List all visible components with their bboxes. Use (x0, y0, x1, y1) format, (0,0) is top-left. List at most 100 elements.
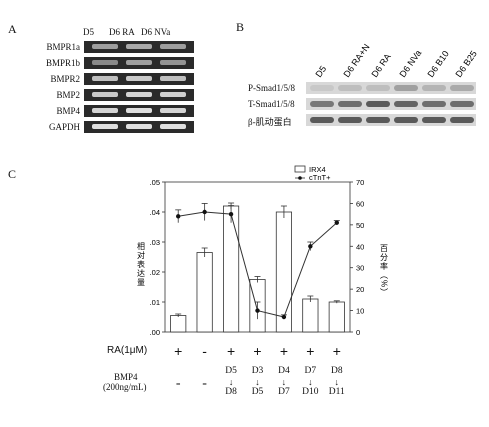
bmp4-arrow: ↓ (308, 377, 313, 387)
ra-sign: + (332, 343, 341, 359)
panel-a-blot: BMPR1a BMPR1b BMPR2 BMP2 BMP4 GAPDH (28, 41, 198, 141)
panel-a-row-label: BMP2 (56, 90, 80, 100)
ctnt-point (308, 244, 313, 249)
bmp4-start: - (175, 376, 181, 391)
lane-label: D6 RA+N (341, 42, 371, 79)
bmp4-arrow: ↓ (255, 377, 260, 387)
lane-label: D6 B25 (453, 49, 478, 79)
ctnt-point (176, 214, 181, 219)
bmp4-arrow: ↓ (281, 377, 287, 387)
left-tick-label: .01 (150, 298, 160, 307)
ra-sign: + (253, 343, 262, 359)
bmp4-start: D5 (225, 366, 237, 376)
ctnt-point (281, 314, 287, 320)
panel-b-row-label: T-Smad1/5/8 (248, 99, 295, 109)
panel-a-row-label: BMPR1a (46, 42, 80, 52)
blot-band (366, 85, 390, 91)
ctnt-point (228, 211, 234, 217)
right-tick-label: 10 (356, 307, 364, 316)
gel-band (160, 44, 186, 49)
bmp4-end: D8 (225, 387, 237, 397)
panel-b-row-label: β-肌动蛋白 (248, 117, 292, 127)
blot-band (338, 117, 362, 123)
ra-signs: + - + + + + + (0, 343, 489, 359)
gel-band (126, 44, 152, 49)
gel-band (160, 60, 186, 65)
panel-b-row-label: P-Smad1/5/8 (248, 83, 296, 93)
bmp4-column: D7 ↓ D10 (296, 366, 324, 398)
bmp4-conc-label: (200ng/mL) (103, 382, 147, 392)
ctnt-point (255, 308, 260, 313)
lane-label: D6 NVa (141, 27, 171, 37)
panel-c-letter: C (8, 167, 17, 181)
gel-band (92, 92, 118, 97)
panel-a-row-label: BMP4 (56, 106, 80, 116)
blot-band (310, 101, 334, 107)
right-tick-label: 0 (356, 328, 360, 337)
bmp4-arrow: ↓ (334, 377, 340, 387)
panel-c-chart: .00 .01 .02 .03 .04 .05 0 10 20 30 40 50 60 70 相对表达量 百分… (137, 165, 389, 337)
bmp4-column: D4 ↓ D7 (270, 366, 298, 398)
ctnt-point (334, 220, 339, 225)
bmp4-start: D3 (251, 366, 264, 376)
panel-a-row-label: BMPR1b (45, 58, 80, 68)
panel-a-lane-labels: D5 D6 RA D6 NVa (83, 27, 193, 39)
left-tick-label: .02 (150, 268, 160, 277)
bmp4-label: BMP4 (114, 372, 138, 382)
gel-band (160, 124, 186, 129)
bmp4-column: - (164, 366, 192, 391)
right-tick-label: 60 (356, 199, 364, 208)
legend-ctnt-marker (298, 176, 302, 180)
panel-a-gel-strip (84, 41, 194, 53)
gel-band (92, 44, 118, 49)
irx4-bar (302, 298, 319, 333)
bmp4-start: D8 (330, 366, 343, 376)
lane-label: D6 RA (109, 27, 135, 37)
ra-sign: + (174, 343, 183, 359)
panel-b-blot-strip (306, 114, 476, 126)
gel-band (160, 108, 186, 113)
left-axis-title: 相对表达量 (137, 241, 146, 287)
blot-band (450, 117, 474, 123)
panel-a-letter: A (8, 22, 17, 36)
panel-b-blot-strip (306, 98, 476, 110)
panel-b-lane-labels: D5 D6 RA+ND6 RA D6 NVa D6 B10 D6 B25 (313, 42, 478, 79)
right-tick-label: 30 (356, 264, 364, 273)
gel-band (126, 108, 152, 113)
irx4-bar (328, 301, 345, 333)
gel-band (126, 92, 152, 97)
gel-band (126, 76, 152, 81)
gel-band (160, 76, 186, 81)
lane-label: D5 (313, 64, 328, 79)
blot-band (366, 101, 390, 107)
gel-band (126, 124, 152, 129)
bmp4-end: D7 (278, 387, 290, 397)
right-tick-label: 20 (356, 285, 364, 294)
blot-band (450, 85, 474, 91)
lane-label: D6 B10 (425, 49, 450, 79)
panel-b-letter: B (236, 20, 245, 34)
ra-sign: - (202, 343, 207, 359)
right-tick-label: 50 (356, 221, 364, 230)
blot-band (450, 101, 474, 107)
gel-band (92, 60, 118, 65)
blot-band (338, 85, 362, 91)
legend-irx4-label: IRX4 (309, 165, 326, 174)
legend-irx4-swatch (294, 165, 306, 173)
lane-label: D6 RA (369, 52, 392, 79)
right-axis-title: 百分率（%） (380, 244, 389, 297)
left-tick-label: .00 (150, 328, 160, 337)
lane-label: D6 NVa (397, 48, 423, 79)
blot-band (422, 85, 446, 91)
gel-band (160, 92, 186, 97)
blot-band (310, 117, 334, 123)
panel-a-row-label: BMPR2 (50, 74, 80, 84)
right-tick-label: 40 (356, 242, 364, 251)
panel-a-gel-strip (84, 57, 194, 69)
irx4-bar (196, 252, 213, 333)
gel-band (126, 60, 152, 65)
panel-a-row-label: GAPDH (48, 122, 80, 132)
blot-band (366, 117, 390, 123)
ra-sign: + (226, 343, 236, 359)
bmp4-column: D5 ↓ D8 (217, 366, 245, 398)
